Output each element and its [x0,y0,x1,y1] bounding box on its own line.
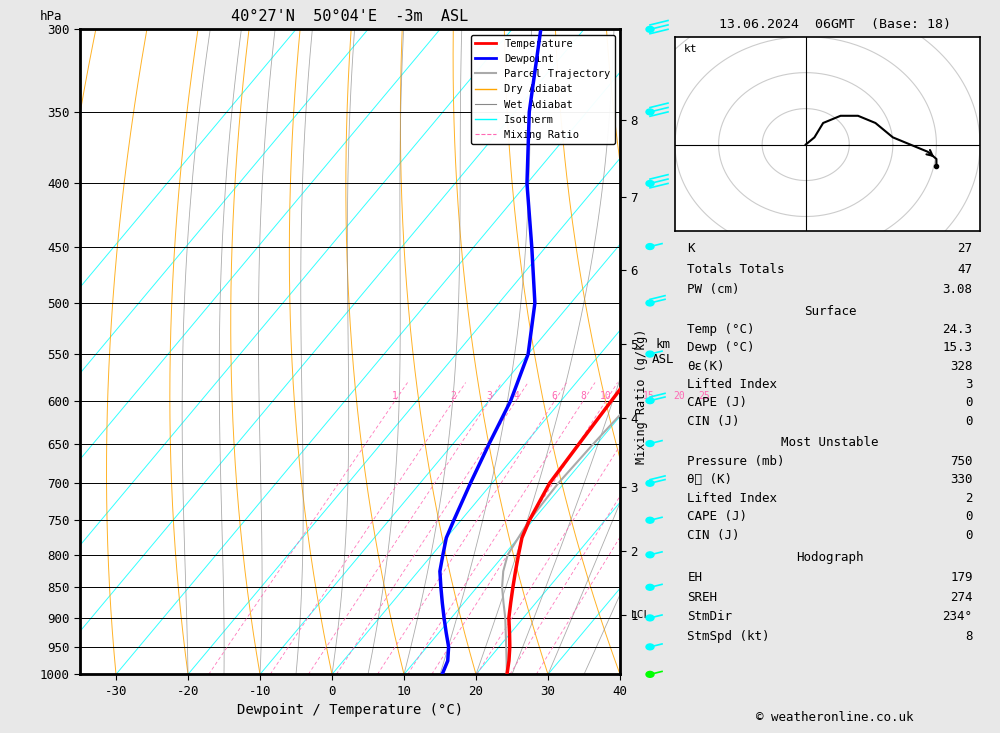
Text: Lifted Index: Lifted Index [687,492,777,505]
Text: 0: 0 [965,510,973,523]
Text: θᴇ (K): θᴇ (K) [687,473,732,486]
Text: Most Unstable: Most Unstable [781,436,879,449]
Text: LCL: LCL [631,610,651,620]
Text: StmSpd (kt): StmSpd (kt) [687,630,770,643]
Text: θε(K): θε(K) [687,360,725,372]
Text: 25: 25 [698,391,710,401]
Text: Totals Totals: Totals Totals [687,262,785,276]
Text: 8: 8 [965,630,973,643]
Text: 4: 4 [513,391,519,401]
Text: Pressure (mb): Pressure (mb) [687,454,785,468]
Text: 13.06.2024  06GMT  (Base: 18): 13.06.2024 06GMT (Base: 18) [719,18,951,32]
Text: 20: 20 [674,391,685,401]
Text: PW (cm): PW (cm) [687,282,740,295]
Text: 27: 27 [958,243,973,256]
Text: 234°: 234° [943,611,973,623]
Text: CIN (J): CIN (J) [687,415,740,427]
Text: 6: 6 [552,391,558,401]
Text: SREH: SREH [687,591,717,603]
Text: kt: kt [684,45,698,54]
Text: hPa: hPa [40,10,62,23]
Legend: Temperature, Dewpoint, Parcel Trajectory, Dry Adiabat, Wet Adiabat, Isotherm, Mi: Temperature, Dewpoint, Parcel Trajectory… [471,34,615,144]
Text: 3: 3 [487,391,492,401]
Text: Lifted Index: Lifted Index [687,378,777,391]
Text: 179: 179 [950,571,973,583]
Text: 2: 2 [965,492,973,505]
Text: EH: EH [687,571,702,583]
Text: 328: 328 [950,360,973,372]
Text: CIN (J): CIN (J) [687,528,740,542]
Text: 0: 0 [965,415,973,427]
Text: 3.08: 3.08 [943,282,973,295]
Text: 47: 47 [958,262,973,276]
Text: 274: 274 [950,591,973,603]
Text: 3: 3 [965,378,973,391]
Text: Hodograph: Hodograph [796,551,864,564]
Text: 1: 1 [392,391,398,401]
Y-axis label: km
ASL: km ASL [652,338,674,366]
Text: 2: 2 [450,391,456,401]
Text: CAPE (J): CAPE (J) [687,510,747,523]
Text: 0: 0 [965,397,973,409]
Text: Dewp (°C): Dewp (°C) [687,342,755,354]
Text: 8: 8 [580,391,586,401]
Text: 15: 15 [643,391,654,401]
Text: 750: 750 [950,454,973,468]
Text: © weatheronline.co.uk: © weatheronline.co.uk [756,711,914,724]
Text: 24.3: 24.3 [943,323,973,336]
Text: 10: 10 [600,391,612,401]
Text: 15.3: 15.3 [943,342,973,354]
Text: 0: 0 [965,528,973,542]
Text: Surface: Surface [804,305,856,317]
Text: K: K [687,243,695,256]
Text: Temp (°C): Temp (°C) [687,323,755,336]
Text: StmDir: StmDir [687,611,732,623]
Title: 40°27'N  50°04'E  -3m  ASL: 40°27'N 50°04'E -3m ASL [231,9,469,24]
Text: CAPE (J): CAPE (J) [687,397,747,409]
Text: 330: 330 [950,473,973,486]
X-axis label: Dewpoint / Temperature (°C): Dewpoint / Temperature (°C) [237,704,463,718]
Text: Mixing Ratio (g/kg): Mixing Ratio (g/kg) [635,328,648,463]
